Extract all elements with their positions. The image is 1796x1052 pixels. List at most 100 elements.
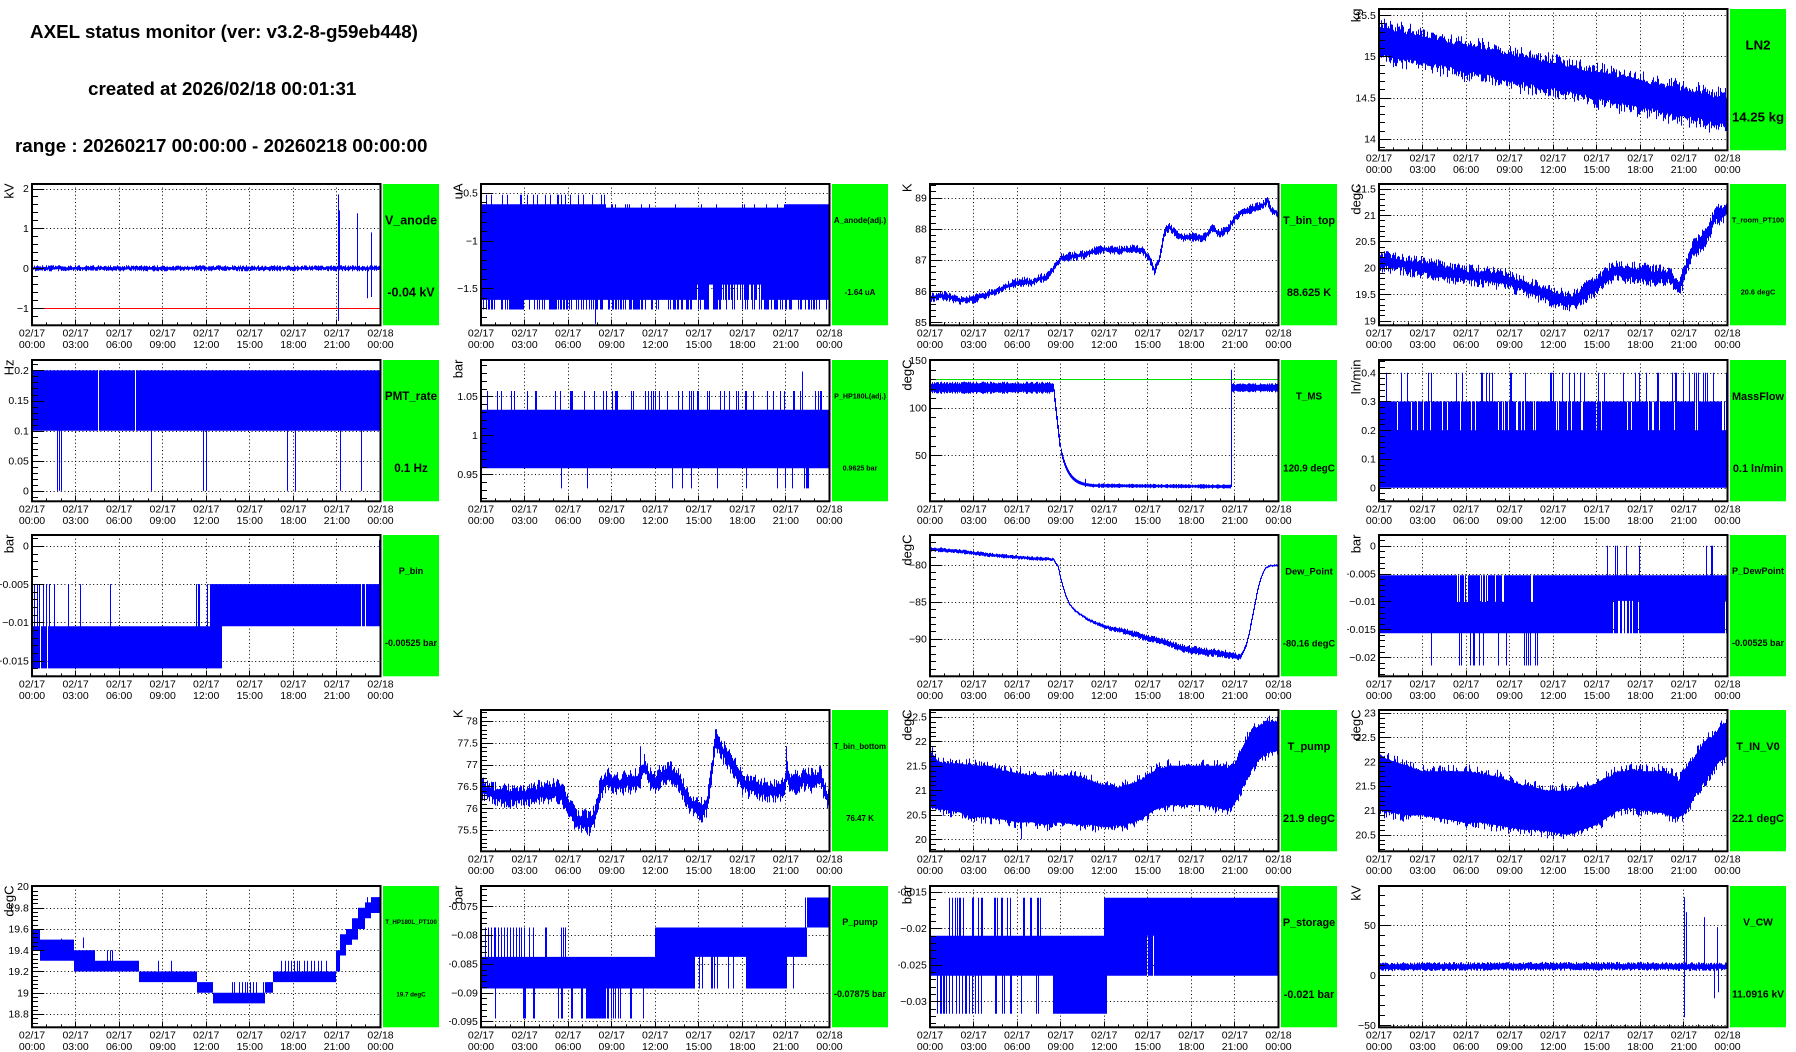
svg-text:23: 23 bbox=[1364, 708, 1376, 720]
svg-text:−85: −85 bbox=[909, 597, 927, 609]
svg-text:00:00: 00:00 bbox=[917, 340, 943, 352]
svg-text:18:00: 18:00 bbox=[729, 515, 755, 527]
svg-text:00:00: 00:00 bbox=[917, 690, 943, 702]
svg-text:20.5: 20.5 bbox=[906, 810, 927, 822]
svg-text:T_IN_V0: T_IN_V0 bbox=[1736, 741, 1779, 753]
svg-text:06:00: 06:00 bbox=[1453, 515, 1479, 527]
svg-text:−1: −1 bbox=[466, 236, 478, 248]
svg-text:02/17: 02/17 bbox=[150, 678, 176, 690]
svg-text:LN2: LN2 bbox=[1746, 38, 1771, 53]
svg-text:21:00: 21:00 bbox=[324, 690, 350, 702]
svg-text:15:00: 15:00 bbox=[1135, 1041, 1161, 1052]
svg-text:P_DewPoint: P_DewPoint bbox=[1732, 566, 1784, 576]
svg-text:uA: uA bbox=[451, 184, 466, 200]
svg-text:00:00: 00:00 bbox=[1714, 340, 1740, 352]
svg-text:02/17: 02/17 bbox=[1627, 678, 1653, 690]
svg-text:0: 0 bbox=[23, 263, 29, 275]
svg-text:02/17: 02/17 bbox=[237, 678, 263, 690]
svg-text:03:00: 03:00 bbox=[1409, 164, 1435, 176]
svg-text:02/18: 02/18 bbox=[1714, 1029, 1740, 1041]
svg-text:18:00: 18:00 bbox=[1627, 515, 1653, 527]
svg-text:degC: degC bbox=[1349, 710, 1364, 741]
svg-text:21:00: 21:00 bbox=[1222, 340, 1248, 352]
svg-text:21:00: 21:00 bbox=[1222, 1041, 1248, 1052]
svg-text:-1.64 uA: -1.64 uA bbox=[845, 288, 876, 297]
svg-text:02/18: 02/18 bbox=[816, 1029, 842, 1041]
svg-text:02/17: 02/17 bbox=[19, 678, 45, 690]
svg-text:02/17: 02/17 bbox=[1135, 503, 1161, 515]
svg-text:02/17: 02/17 bbox=[1584, 1029, 1610, 1041]
svg-text:02/17: 02/17 bbox=[1135, 854, 1161, 866]
svg-text:12:00: 12:00 bbox=[193, 1041, 219, 1052]
svg-text:0.1: 0.1 bbox=[14, 425, 29, 437]
svg-text:02/17: 02/17 bbox=[106, 328, 132, 340]
svg-text:03:00: 03:00 bbox=[960, 866, 986, 878]
svg-text:02/18: 02/18 bbox=[367, 328, 393, 340]
svg-text:−0.09: −0.09 bbox=[451, 987, 478, 999]
svg-text:00:00: 00:00 bbox=[468, 1041, 494, 1052]
svg-text:02/17: 02/17 bbox=[1584, 854, 1610, 866]
svg-text:02/17: 02/17 bbox=[1091, 1029, 1117, 1041]
svg-text:77.5: 77.5 bbox=[457, 738, 478, 750]
svg-text:06:00: 06:00 bbox=[1453, 1041, 1479, 1052]
svg-text:degC: degC bbox=[2, 885, 17, 916]
svg-text:02/17: 02/17 bbox=[917, 678, 943, 690]
svg-text:T_bin_bottom: T_bin_bottom bbox=[834, 742, 886, 751]
svg-text:00:00: 00:00 bbox=[917, 866, 943, 878]
svg-text:06:00: 06:00 bbox=[1004, 866, 1030, 878]
svg-text:85: 85 bbox=[915, 317, 927, 329]
svg-text:09:00: 09:00 bbox=[1497, 340, 1523, 352]
svg-text:02/18: 02/18 bbox=[816, 328, 842, 340]
svg-text:02/17: 02/17 bbox=[106, 1029, 132, 1041]
svg-text:06:00: 06:00 bbox=[555, 515, 581, 527]
svg-text:02/17: 02/17 bbox=[1004, 328, 1030, 340]
svg-text:20: 20 bbox=[1364, 263, 1376, 275]
svg-text:02/17: 02/17 bbox=[1409, 503, 1435, 515]
svg-text:12:00: 12:00 bbox=[1540, 1041, 1566, 1052]
svg-text:03:00: 03:00 bbox=[960, 340, 986, 352]
svg-text:22: 22 bbox=[1364, 757, 1376, 769]
svg-text:02/17: 02/17 bbox=[62, 328, 88, 340]
svg-text:22.1 degC: 22.1 degC bbox=[1732, 813, 1784, 825]
svg-text:02/18: 02/18 bbox=[367, 678, 393, 690]
svg-text:09:00: 09:00 bbox=[1048, 515, 1074, 527]
svg-text:21: 21 bbox=[1364, 210, 1376, 222]
svg-text:100: 100 bbox=[909, 402, 927, 414]
svg-text:12:00: 12:00 bbox=[1091, 340, 1117, 352]
svg-text:00:00: 00:00 bbox=[917, 1041, 943, 1052]
svg-text:0.2: 0.2 bbox=[14, 365, 29, 377]
svg-text:02/17: 02/17 bbox=[280, 503, 306, 515]
svg-text:21:00: 21:00 bbox=[324, 340, 350, 352]
svg-text:−1: −1 bbox=[17, 303, 29, 315]
svg-text:18:00: 18:00 bbox=[1178, 866, 1204, 878]
svg-text:02/17: 02/17 bbox=[686, 503, 712, 515]
svg-text:02/17: 02/17 bbox=[1453, 152, 1479, 164]
svg-text:02/17: 02/17 bbox=[1178, 1029, 1204, 1041]
svg-text:02/18: 02/18 bbox=[1265, 503, 1291, 515]
svg-text:02/17: 02/17 bbox=[1671, 503, 1697, 515]
svg-text:21:00: 21:00 bbox=[1671, 1041, 1697, 1052]
svg-text:02/17: 02/17 bbox=[1048, 678, 1074, 690]
svg-text:19.5: 19.5 bbox=[1355, 289, 1376, 301]
svg-text:02/18: 02/18 bbox=[1714, 678, 1740, 690]
svg-text:−0.095: −0.095 bbox=[449, 1016, 478, 1028]
svg-text:02/17: 02/17 bbox=[280, 678, 306, 690]
svg-text:09:00: 09:00 bbox=[599, 340, 625, 352]
svg-text:degC: degC bbox=[900, 359, 915, 390]
svg-text:00:00: 00:00 bbox=[816, 866, 842, 878]
svg-text:15:00: 15:00 bbox=[686, 866, 712, 878]
svg-text:A_anode(adj.): A_anode(adj.) bbox=[834, 216, 887, 225]
svg-text:02/17: 02/17 bbox=[1453, 328, 1479, 340]
svg-text:kV: kV bbox=[2, 184, 17, 200]
svg-text:02/17: 02/17 bbox=[1497, 503, 1523, 515]
svg-text:0.05: 0.05 bbox=[8, 455, 29, 467]
svg-text:18:00: 18:00 bbox=[729, 340, 755, 352]
svg-text:02/17: 02/17 bbox=[1004, 503, 1030, 515]
svg-text:02/17: 02/17 bbox=[237, 328, 263, 340]
svg-text:02/17: 02/17 bbox=[1671, 854, 1697, 866]
svg-text:02/17: 02/17 bbox=[773, 854, 799, 866]
svg-text:02/17: 02/17 bbox=[729, 328, 755, 340]
svg-text:12:00: 12:00 bbox=[642, 515, 668, 527]
svg-text:0.3: 0.3 bbox=[1361, 396, 1376, 408]
svg-text:15:00: 15:00 bbox=[686, 1041, 712, 1052]
